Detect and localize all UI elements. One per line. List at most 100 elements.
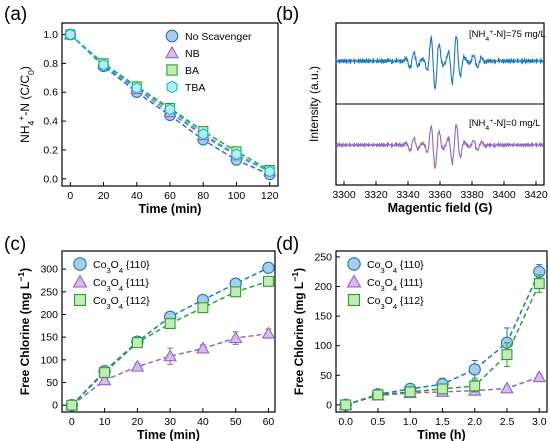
data-point <box>340 399 352 411</box>
spectrum-trace <box>335 123 545 170</box>
y-tick-label: 150 <box>40 332 58 344</box>
data-point <box>262 275 274 287</box>
y-tick-label: 0 <box>52 400 58 412</box>
y-tick-label: 0.4 <box>43 116 58 128</box>
legend-label: Co3O4 {111} <box>93 277 149 293</box>
y-tick-label: 300 <box>40 264 58 276</box>
legend-marker <box>166 64 178 76</box>
data-point <box>231 148 242 161</box>
y-tick-label: 100 <box>314 340 332 352</box>
data-point <box>261 326 276 339</box>
legend-marker <box>346 274 362 288</box>
y-axis-label: Free Chlorine (mg L−1) <box>290 268 306 395</box>
legend-marker <box>165 29 179 43</box>
legend-label: Co3O4 {110} <box>367 259 424 275</box>
y-tick-label: 0.2 <box>43 144 58 156</box>
plot-frame <box>335 250 548 413</box>
legend: No Scavenger NB BA TBA <box>164 29 252 94</box>
data-point <box>264 165 275 178</box>
panel-b: (b) 3300 3320 3340 3360 3380 3400 3420 Magentic … <box>276 4 548 215</box>
data-point <box>99 367 111 379</box>
data-point <box>131 337 143 349</box>
x-tick-label: 3400 <box>492 189 516 201</box>
data-point <box>501 349 513 361</box>
y-tick-label: 50 <box>46 377 58 389</box>
x-tick-label: 120 <box>261 190 279 202</box>
legend-marker <box>72 274 88 288</box>
x-tick-label: 0 <box>67 190 73 202</box>
data-point <box>372 389 384 401</box>
x-tick-label: 2.0 <box>467 416 482 428</box>
y-tick-label: 200 <box>314 281 332 293</box>
data-point <box>66 399 78 411</box>
x-tick-label: 20 <box>98 190 110 202</box>
x-tick-label: 40 <box>197 416 209 428</box>
legend-label: Co3O4 {111} <box>367 277 423 293</box>
x-tick-label: 40 <box>131 190 143 202</box>
spectrum-annotation: [NH4+-N]=0 mg/L <box>469 118 540 132</box>
legend-label: TBA <box>185 82 205 94</box>
x-tick-label: 3360 <box>428 189 452 201</box>
x-tick-label: 3.0 <box>532 416 547 428</box>
x-tick-label: 80 <box>197 190 209 202</box>
x-tick-label: 1.0 <box>403 416 418 428</box>
x-axis-label: Time (min) <box>137 428 200 441</box>
y-tick-label: 0.0 <box>43 173 58 185</box>
data-point <box>230 286 242 298</box>
legend-label: Co3O4 {110} <box>93 259 150 275</box>
series-2 <box>66 275 274 411</box>
data-point <box>468 363 481 376</box>
y-tick-label: 250 <box>314 251 332 263</box>
x-tick-label: 100 <box>228 190 246 202</box>
y-axis-label: Intensity (a.u.) <box>307 66 321 142</box>
x-tick-label: 2.5 <box>500 416 515 428</box>
x-tick-label: 60 <box>263 416 275 428</box>
y-axis-label: Free Chlorine (mg L−1) <box>16 268 32 395</box>
legend-label: No Scavenger <box>185 31 252 43</box>
data-point <box>532 370 547 383</box>
data-point <box>97 373 112 386</box>
x-tick-label: 0.0 <box>338 416 353 428</box>
panel-d: (d) 0.0 0.5 1.0 1.5 2.0 2.5 3.0 Time (h) 0 50 100 15… <box>276 234 548 441</box>
data-point <box>228 331 243 344</box>
x-tick-label: 0 <box>69 416 75 428</box>
y-tick-label: 0.8 <box>43 58 58 70</box>
y-tick-label: 1.0 <box>43 29 58 41</box>
x-tick-label: 3420 <box>524 189 548 201</box>
legend-marker <box>73 257 87 271</box>
data-point <box>262 261 275 274</box>
spectrum-annotation: [NH4+-N]=75 mg/L <box>469 29 546 43</box>
legend-label: BA <box>185 65 199 77</box>
data-point <box>198 128 209 140</box>
x-tick-label: 10 <box>99 416 111 428</box>
x-tick-label: 1.5 <box>435 416 450 428</box>
legend-marker <box>347 293 361 307</box>
panel-label: (b) <box>276 4 299 25</box>
data-point <box>500 381 514 394</box>
legend-marker <box>73 293 87 307</box>
series-2 <box>340 274 545 411</box>
x-tick-label: 20 <box>132 416 144 428</box>
x-tick-label: 50 <box>230 416 242 428</box>
panel-a: (a) 0 20 40 60 80 100 120 Time (min) 0.0 0.2 0.4 0.6… <box>4 4 279 216</box>
x-tick-label: 3340 <box>396 189 420 201</box>
spectrum-trace <box>335 35 545 91</box>
y-tick-label: 0.6 <box>43 87 58 99</box>
data-point <box>436 383 448 395</box>
y-tick-label: 250 <box>40 286 58 298</box>
data-point <box>98 58 109 71</box>
x-axis-label: Magentic field (G) <box>388 201 493 215</box>
data-point <box>197 302 209 314</box>
plot-frame <box>61 250 276 413</box>
data-point <box>65 28 76 41</box>
y-tick-label: 200 <box>40 309 58 321</box>
x-tick-label: 30 <box>164 416 176 428</box>
legend-marker <box>166 80 178 94</box>
legend-label: Co3O4 {112} <box>93 295 150 311</box>
legend-marker <box>347 257 361 271</box>
y-tick-label: 150 <box>314 311 332 323</box>
data-point <box>163 349 177 362</box>
x-axis-label: Time (min) <box>139 202 202 216</box>
panel-c: (c) 0 10 20 30 40 50 60 Time (min) 0 50 100 150 200 25… <box>4 234 276 441</box>
legend-label: NB <box>185 48 200 60</box>
